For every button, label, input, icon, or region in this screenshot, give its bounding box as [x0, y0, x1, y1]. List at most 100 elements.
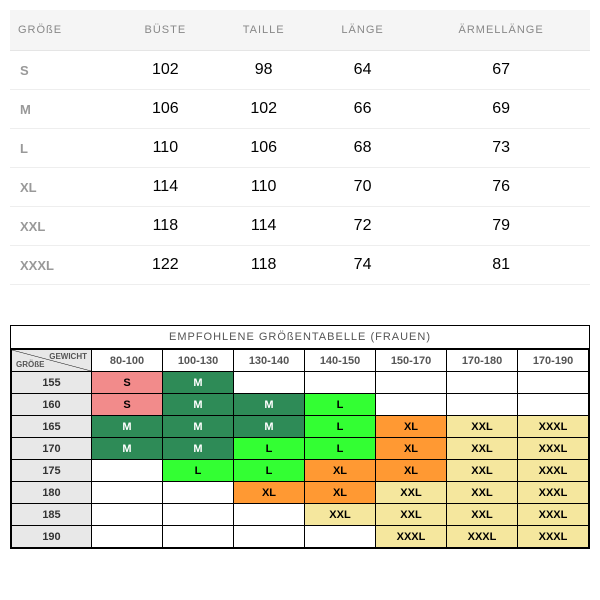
- size-recommendation-cell: [518, 372, 589, 394]
- size-recommendation-cell: [305, 526, 376, 548]
- waist-value: 102: [214, 90, 313, 129]
- size-recommendation-cell: XXL: [447, 482, 518, 504]
- bust-value: 110: [116, 129, 214, 168]
- recommendation-row: 190XXXLXXXLXXXL: [12, 526, 589, 548]
- waist-value: 118: [214, 246, 313, 285]
- corner-weight-label: GEWICHT: [49, 352, 87, 361]
- size-recommendation-cell: XXL: [376, 482, 447, 504]
- height-label: 155: [12, 372, 92, 394]
- recommendation-table: GEWICHTGRÖßE80-100100-130130-140140-1501…: [11, 349, 589, 548]
- size-recommendation-cell: XL: [305, 460, 376, 482]
- weight-column-header: 170-180: [447, 350, 518, 372]
- corner-size-label: GRÖßE: [16, 360, 44, 369]
- height-label: 185: [12, 504, 92, 526]
- sleeve-value: 76: [412, 168, 590, 207]
- measurements-table: GRÖßEBÜSTETAILLELÄNGEÄRMELLÄNGE S1029864…: [10, 10, 590, 285]
- bust-value: 102: [116, 51, 214, 90]
- recommendation-row: 160SMML: [12, 394, 589, 416]
- size-recommendation-cell: XXXL: [518, 482, 589, 504]
- measurements-header-cell: GRÖßE: [10, 10, 116, 51]
- length-value: 64: [313, 51, 412, 90]
- weight-column-header: 150-170: [376, 350, 447, 372]
- size-recommendation-cell: XL: [376, 416, 447, 438]
- waist-value: 106: [214, 129, 313, 168]
- size-recommendation-cell: XXXL: [518, 438, 589, 460]
- size-recommendation-cell: XXXL: [518, 504, 589, 526]
- measurements-row: XL1141107076: [10, 168, 590, 207]
- bust-value: 106: [116, 90, 214, 129]
- recommendation-title: EMPFOHLENE GRÖßENTABELLE (FRAUEN): [11, 326, 589, 349]
- recommendation-header-row: GEWICHTGRÖßE80-100100-130130-140140-1501…: [12, 350, 589, 372]
- size-recommendation-cell: XXL: [447, 416, 518, 438]
- size-recommendation-cell: XXL: [447, 438, 518, 460]
- size-recommendation-cell: [234, 504, 305, 526]
- size-recommendation-cell: [376, 394, 447, 416]
- measurements-row: XXL1181147279: [10, 207, 590, 246]
- size-recommendation-cell: XL: [376, 438, 447, 460]
- size-recommendation-cell: L: [305, 416, 376, 438]
- size-recommendation-cell: XXL: [376, 504, 447, 526]
- size-recommendation-cell: XXL: [447, 504, 518, 526]
- size-label: M: [10, 90, 116, 129]
- length-value: 70: [313, 168, 412, 207]
- sleeve-value: 73: [412, 129, 590, 168]
- height-label: 180: [12, 482, 92, 504]
- size-recommendation-cell: M: [163, 416, 234, 438]
- recommendation-wrap: EMPFOHLENE GRÖßENTABELLE (FRAUEN) GEWICH…: [10, 325, 590, 549]
- recommendation-row: 175LLXLXLXXLXXXL: [12, 460, 589, 482]
- bust-value: 118: [116, 207, 214, 246]
- size-recommendation-cell: L: [305, 394, 376, 416]
- recommendation-row: 185XXLXXLXXLXXXL: [12, 504, 589, 526]
- bust-value: 122: [116, 246, 214, 285]
- sleeve-value: 81: [412, 246, 590, 285]
- size-label: L: [10, 129, 116, 168]
- size-recommendation-cell: M: [163, 372, 234, 394]
- size-label: XXL: [10, 207, 116, 246]
- measurements-header-cell: ÄRMELLÄNGE: [412, 10, 590, 51]
- measurements-row: M1061026669: [10, 90, 590, 129]
- size-recommendation-cell: [92, 526, 163, 548]
- sleeve-value: 69: [412, 90, 590, 129]
- height-label: 175: [12, 460, 92, 482]
- weight-column-header: 80-100: [92, 350, 163, 372]
- length-value: 72: [313, 207, 412, 246]
- size-recommendation-cell: [305, 372, 376, 394]
- measurements-row: L1101066873: [10, 129, 590, 168]
- size-recommendation-cell: XL: [234, 482, 305, 504]
- size-recommendation-cell: M: [234, 394, 305, 416]
- height-label: 160: [12, 394, 92, 416]
- measurements-header-cell: TAILLE: [214, 10, 313, 51]
- waist-value: 110: [214, 168, 313, 207]
- measurements-row: XXXL1221187481: [10, 246, 590, 285]
- size-recommendation-cell: XXL: [447, 460, 518, 482]
- size-recommendation-cell: XXXL: [376, 526, 447, 548]
- size-recommendation-cell: S: [92, 394, 163, 416]
- weight-column-header: 170-190: [518, 350, 589, 372]
- size-label: XL: [10, 168, 116, 207]
- size-recommendation-cell: L: [163, 460, 234, 482]
- size-recommendation-cell: [163, 504, 234, 526]
- size-recommendation-cell: L: [305, 438, 376, 460]
- size-label: XXXL: [10, 246, 116, 285]
- size-recommendation-cell: XXXL: [447, 526, 518, 548]
- size-recommendation-cell: M: [163, 394, 234, 416]
- size-recommendation-cell: XXXL: [518, 460, 589, 482]
- sleeve-value: 79: [412, 207, 590, 246]
- size-recommendation-cell: [518, 394, 589, 416]
- size-recommendation-cell: L: [234, 438, 305, 460]
- length-value: 68: [313, 129, 412, 168]
- size-recommendation-cell: M: [92, 416, 163, 438]
- recommendation-row: 165MMMLXLXXLXXXL: [12, 416, 589, 438]
- size-recommendation-cell: [376, 372, 447, 394]
- length-value: 66: [313, 90, 412, 129]
- sleeve-value: 67: [412, 51, 590, 90]
- size-recommendation-cell: [163, 482, 234, 504]
- length-value: 74: [313, 246, 412, 285]
- size-recommendation-cell: M: [163, 438, 234, 460]
- recommendation-row: 155SM: [12, 372, 589, 394]
- weight-column-header: 130-140: [234, 350, 305, 372]
- height-label: 190: [12, 526, 92, 548]
- size-recommendation-cell: L: [234, 460, 305, 482]
- size-label: S: [10, 51, 116, 90]
- size-recommendation-cell: XXXL: [518, 526, 589, 548]
